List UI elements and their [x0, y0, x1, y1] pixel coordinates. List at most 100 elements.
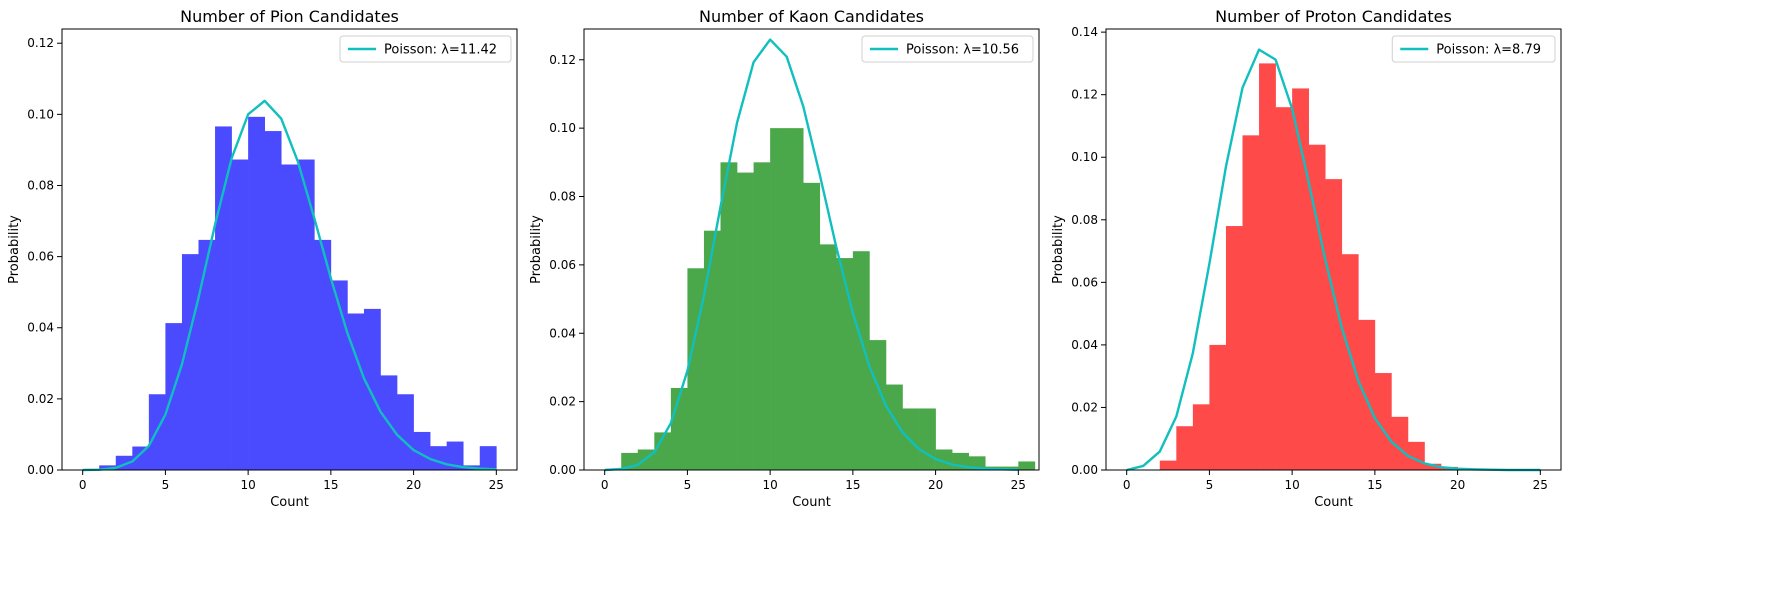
y-tick-label: 0.02 — [1071, 400, 1098, 414]
x-tick-label: 20 — [1450, 478, 1465, 492]
axes-frame — [1105, 28, 1562, 471]
y-tick-label: 0.04 — [27, 321, 54, 335]
y-tick-label: 0.06 — [549, 258, 576, 272]
histogram-bar — [1159, 460, 1177, 470]
y-tick-label: 0.08 — [549, 190, 576, 204]
poisson-line — [1126, 48, 1541, 472]
histogram-bar — [1292, 88, 1309, 470]
histogram-bar — [281, 164, 299, 471]
histogram-bar — [852, 251, 870, 470]
poisson-line — [604, 38, 1019, 472]
histogram-bar — [347, 313, 365, 470]
histogram-bar — [753, 162, 771, 471]
histogram-bar — [215, 126, 232, 470]
histogram-bar — [397, 394, 414, 470]
legend-proton: Poisson: λ=8.79 — [1391, 35, 1556, 63]
x-tick-label: 15 — [1367, 478, 1382, 492]
y-tick-label: 0.00 — [1071, 463, 1098, 477]
x-axis-label-kaon: Count — [792, 495, 831, 510]
histogram-bar — [1001, 466, 1019, 470]
histogram-bar — [1176, 426, 1194, 470]
y-tick-label: 0.10 — [549, 121, 576, 135]
histogram-bar — [430, 446, 447, 470]
x-axis-label-proton: Count — [1314, 495, 1353, 510]
x-tick-label: 0 — [79, 478, 87, 492]
y-tick-label: 0.04 — [1071, 338, 1098, 352]
histogram-bar — [1018, 461, 1036, 470]
y-tick-label: 0.02 — [27, 392, 54, 406]
legend-frame — [861, 35, 1034, 63]
y-tick-label: 0.06 — [1071, 275, 1098, 289]
axes-frame — [61, 28, 518, 471]
legend-frame — [1391, 35, 1556, 63]
y-tick-label: 0.00 — [549, 463, 576, 477]
y-tick-label: 0.04 — [549, 326, 576, 340]
histogram-bar — [869, 340, 887, 470]
histogram-bar — [687, 268, 705, 470]
poisson-line — [82, 99, 497, 472]
histogram-bar — [786, 128, 804, 471]
histogram-bar — [703, 230, 721, 470]
chart-title-kaon: Number of Kaon Candidates — [699, 7, 924, 26]
plot-area-kaon: 0 5 10 15 20 25 0.00 0.02 0.04 0.06 0.08 0.10 0.12 — [549, 28, 1040, 492]
histogram-bar — [919, 408, 936, 470]
y-tick-label: 0.02 — [549, 395, 576, 409]
histogram-bar — [413, 431, 431, 470]
histogram-bar — [1209, 344, 1227, 470]
histogram-bar — [836, 258, 854, 470]
x-tick-label: 5 — [162, 478, 170, 492]
x-tick-label: 5 — [1206, 478, 1214, 492]
histogram-bar — [1259, 63, 1276, 470]
y-tick-label: 0.12 — [27, 36, 54, 50]
x-tick-label: 25 — [1011, 478, 1026, 492]
x-tick-label: 10 — [762, 478, 777, 492]
histogram-bar — [1308, 144, 1326, 471]
y-tick-label: 0.12 — [549, 53, 576, 67]
x-tick-label: 0 — [1123, 478, 1131, 492]
x-tick-label: 0 — [601, 478, 609, 492]
histogram-bar — [198, 239, 216, 470]
histogram-bar — [803, 182, 821, 470]
histogram-bar — [231, 159, 249, 470]
histogram-bar — [165, 323, 183, 470]
y-tick-label: 0.06 — [27, 250, 54, 264]
x-tick-label: 25 — [1533, 478, 1548, 492]
histogram-bar — [885, 384, 903, 470]
axes-frame — [583, 28, 1040, 471]
y-tick-label: 0.14 — [1071, 25, 1098, 39]
histogram-bar — [297, 159, 315, 470]
histogram-bar — [132, 446, 150, 470]
histogram-bar — [363, 308, 381, 470]
legend-entry-kaon: Poisson: λ=10.56 — [906, 43, 1019, 58]
chart-title-proton: Number of Proton Candidates — [1215, 7, 1452, 26]
x-tick-label: 15 — [845, 478, 860, 492]
histogram-bar — [1242, 135, 1260, 470]
plot-area-proton: 0 5 10 15 20 25 0.00 0.02 0.04 0.06 0.08 0.10 0.12 0.… — [1071, 25, 1562, 492]
histogram-bar — [248, 116, 265, 470]
histogram-bar — [935, 449, 953, 470]
y-tick-label: 0.10 — [1071, 150, 1098, 164]
histogram-bar — [1192, 404, 1210, 470]
y-tick-label: 0.10 — [27, 107, 54, 121]
histogram-bar — [737, 172, 754, 470]
histogram-bar — [654, 432, 672, 470]
x-tick-label: 5 — [684, 478, 692, 492]
histogram-bar — [1275, 107, 1293, 470]
y-tick-label: 0.12 — [1071, 88, 1098, 102]
histogram-bar — [1424, 463, 1442, 470]
histogram-bar — [264, 131, 282, 470]
y-tick-label: 0.08 — [27, 178, 54, 192]
histogram-bar — [314, 239, 332, 470]
x-tick-label: 10 — [1284, 478, 1299, 492]
legend-entry-pion: Poisson: λ=11.42 — [384, 43, 497, 58]
x-tick-label: 25 — [489, 478, 504, 492]
histogram-bar — [479, 446, 497, 470]
plot-area-pion: 0 5 10 15 20 25 0.00 0.02 0.04 0.06 0.08 0.10 0.12 — [27, 28, 518, 492]
y-axis-label-proton: Probability — [1051, 215, 1066, 284]
legend-pion: Poisson: λ=11.42 — [339, 35, 512, 63]
histogram-bar — [1358, 319, 1376, 470]
y-axis-label-pion: Probability — [7, 215, 22, 284]
x-tick-label: 20 — [928, 478, 943, 492]
histogram-bar — [720, 162, 738, 471]
